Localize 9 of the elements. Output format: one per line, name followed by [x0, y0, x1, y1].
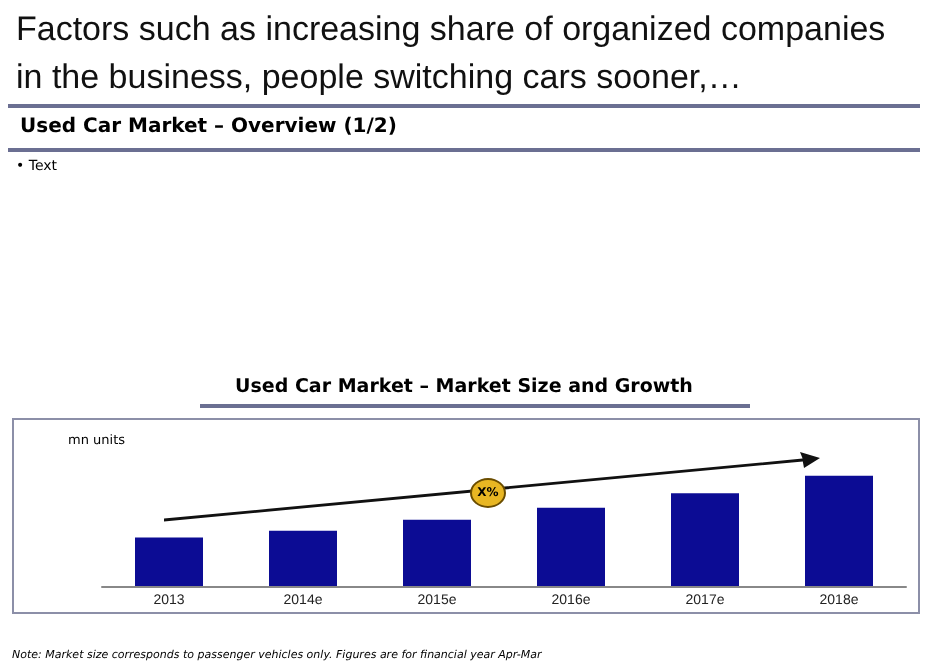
bar [135, 537, 203, 586]
text: Used Car Market – Overview (1/2) [20, 116, 397, 138]
text: Factors such as increasing share of organized companies in the business, people switching cars sooner,… [16, 8, 888, 100]
bar [269, 530, 337, 586]
bar [403, 519, 471, 586]
bar [805, 475, 873, 586]
chart-title: Used Car Market – Market Size and Growth [233, 376, 695, 398]
bar [671, 493, 739, 586]
bar [537, 507, 605, 586]
